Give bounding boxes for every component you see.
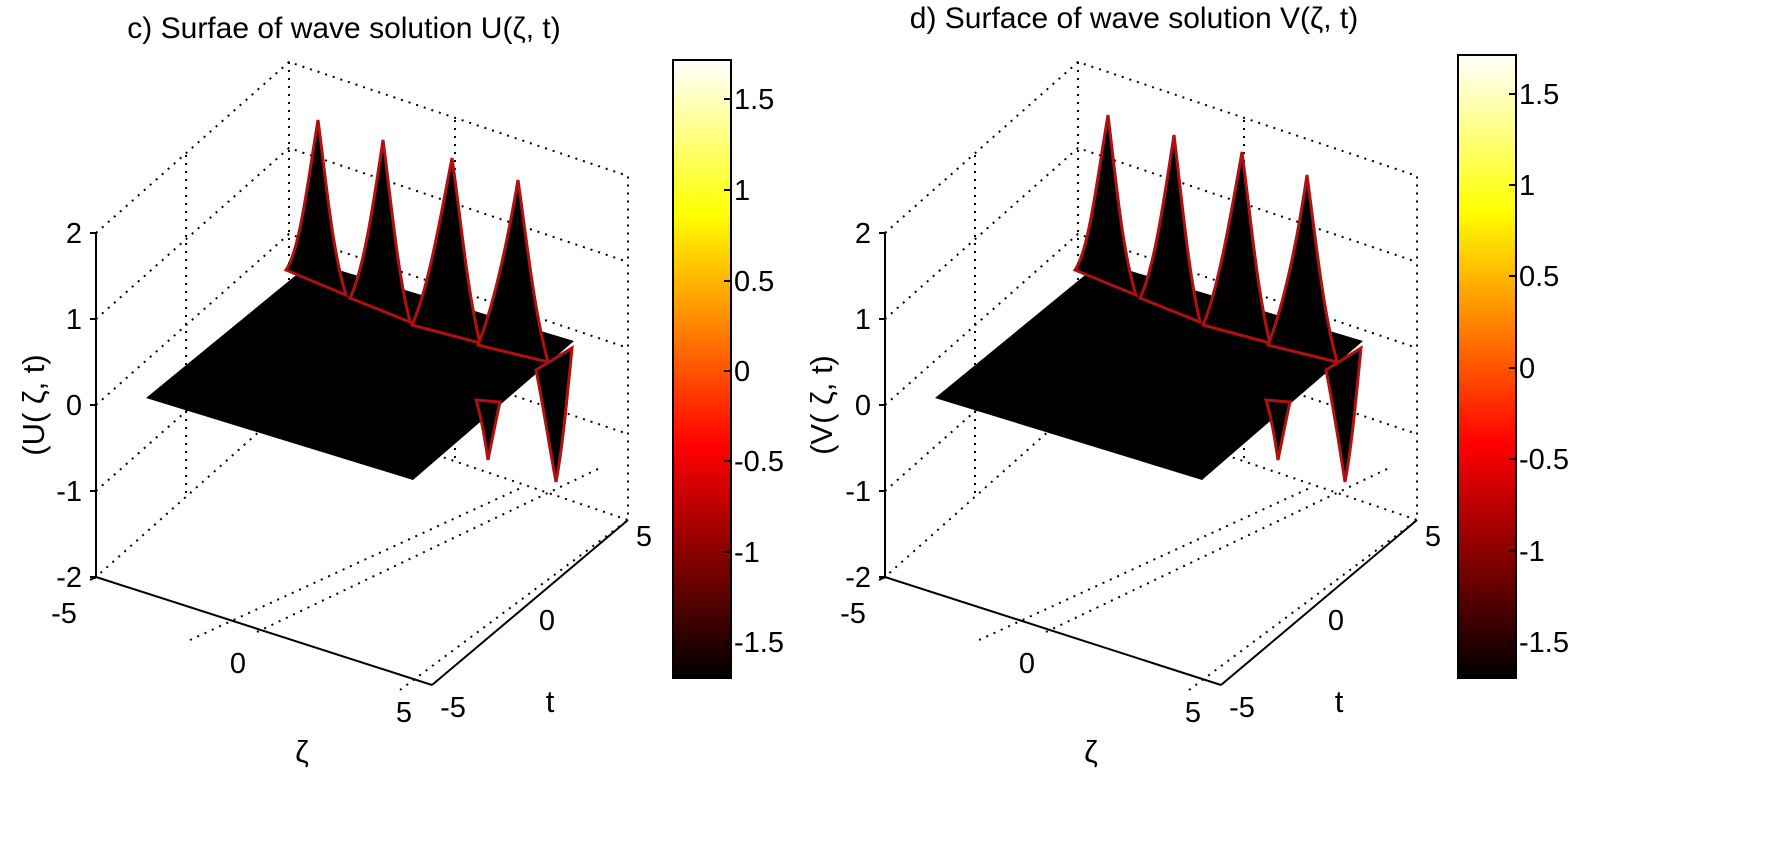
chart-title: c) Surfae of wave solution U(ζ, t) <box>127 12 560 45</box>
y-axis-label: t <box>1335 684 1344 719</box>
colorbar-ticks <box>1509 93 1516 643</box>
colorbar: 1.5 1 0.5 0 -0.5 -1 -1.5 <box>1457 54 1569 679</box>
colorbar-tick-0: 0 <box>734 356 750 388</box>
surface <box>935 114 1363 483</box>
z-tick-2: 2 <box>855 218 871 250</box>
colorbar-gradient <box>672 59 732 679</box>
colorbar-ticks <box>724 98 731 643</box>
chart-title: d) Surface of wave solution V(ζ, t) <box>910 2 1358 35</box>
trough-2 <box>1324 345 1363 483</box>
y-axis-label: t <box>546 684 555 719</box>
surface <box>146 119 574 483</box>
colorbar-tick-neg1: -1 <box>1519 536 1545 568</box>
trough-2 <box>534 345 574 483</box>
x-axis <box>89 576 433 686</box>
colorbar-tick-neg1.5: -1.5 <box>1519 627 1569 659</box>
z-tick-0: 0 <box>66 390 82 422</box>
panel-c: c) Surfae of wave solution U(ζ, t) 2 1 0… <box>16 12 784 769</box>
x-tick-5: 5 <box>1185 697 1201 729</box>
peak-4 <box>475 179 551 365</box>
x-axis <box>878 576 1222 686</box>
x-tick-labels: -5 0 5 <box>51 598 412 729</box>
y-tick-0: 0 <box>539 605 555 637</box>
z-tick-2: 2 <box>66 218 82 250</box>
peak-1 <box>283 119 349 298</box>
x-axis-label: ζ <box>295 734 309 769</box>
z-tick-1: 1 <box>855 304 871 336</box>
z-tick-neg2: -2 <box>845 562 871 594</box>
colorbar: 1.5 1 0.5 0 -0.5 -1 -1.5 <box>672 59 784 679</box>
z-axis <box>879 232 886 578</box>
panel-d: d) Surface of wave solution V(ζ, t) 2 1 … <box>804 2 1569 769</box>
z-axis-label: (U( ζ, t) <box>16 354 51 455</box>
colorbar-tick-0.5: 0.5 <box>1519 261 1559 293</box>
x-tick-labels: -5 0 5 <box>840 598 1201 729</box>
colorbar-tick-neg0.5: -0.5 <box>1519 444 1569 476</box>
x-tick-0: 0 <box>230 648 246 680</box>
colorbar-tick-1.5: 1.5 <box>734 84 774 116</box>
z-tick-labels: 2 1 0 -1 -2 <box>56 218 82 594</box>
y-tick-5: 5 <box>1425 521 1441 553</box>
x-tick-neg5: -5 <box>51 598 77 630</box>
z-tick-0: 0 <box>855 390 871 422</box>
x-tick-5: 5 <box>396 697 412 729</box>
colorbar-tick-1: 1 <box>734 175 750 207</box>
y-axis <box>431 519 629 686</box>
z-axis <box>90 232 97 578</box>
y-tick-neg5: -5 <box>440 692 466 724</box>
y-tick-5: 5 <box>636 521 652 553</box>
peak-3 <box>1200 151 1273 346</box>
peak-1 <box>1072 114 1139 298</box>
y-tick-labels: -5 0 5 <box>440 521 652 724</box>
colorbar-tick-neg1: -1 <box>734 537 760 569</box>
y-tick-0: 0 <box>1328 605 1344 637</box>
colorbar-tick-0: 0 <box>1519 353 1535 385</box>
x-axis-label: ζ <box>1084 734 1098 769</box>
colorbar-tick-1: 1 <box>1519 170 1535 202</box>
x-tick-0: 0 <box>1019 648 1035 680</box>
trough-1 <box>1263 398 1292 461</box>
z-axis-label: (V( ζ, t) <box>804 355 839 455</box>
peak-3 <box>409 157 483 346</box>
z-tick-1: 1 <box>66 304 82 336</box>
trough-1 <box>473 398 502 461</box>
z-tick-neg1: -1 <box>845 476 871 508</box>
y-tick-labels: -5 0 5 <box>1229 521 1441 724</box>
y-axis <box>1220 519 1418 686</box>
colorbar-tick-neg1.5: -1.5 <box>734 627 784 659</box>
y-tick-neg5: -5 <box>1229 692 1255 724</box>
axes-box <box>878 60 1418 691</box>
z-tick-neg1: -1 <box>56 476 82 508</box>
peak-2 <box>347 139 413 325</box>
z-tick-neg2: -2 <box>56 562 82 594</box>
colorbar-gradient <box>1457 54 1517 679</box>
colorbar-tick-0.5: 0.5 <box>734 266 774 298</box>
x-tick-neg5: -5 <box>840 598 866 630</box>
peak-2 <box>1137 134 1203 325</box>
colorbar-tick-neg0.5: -0.5 <box>734 446 784 478</box>
colorbar-tick-1.5: 1.5 <box>1519 79 1559 111</box>
peak-4 <box>1265 174 1340 365</box>
z-tick-labels: 2 1 0 -1 -2 <box>845 218 871 594</box>
